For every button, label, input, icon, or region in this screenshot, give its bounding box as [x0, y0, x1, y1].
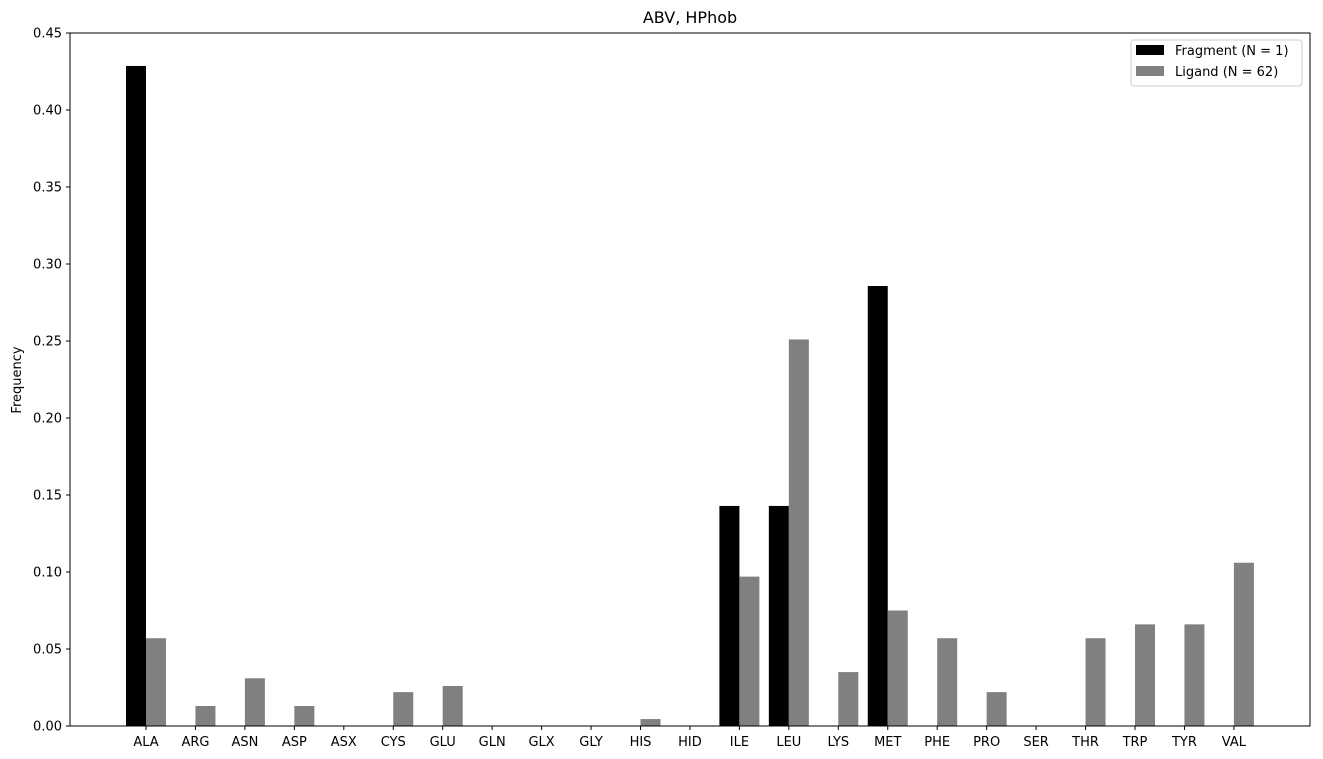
- x-tick-label: PRO: [973, 735, 1000, 750]
- y-axis-ticks: 0.00 0.05 0.10 0.15 0.20 0.25 0.30 0.35 0.40 0.45: [33, 27, 70, 735]
- bar-ligand-lys: [838, 672, 859, 726]
- bar-ligand-tyr: [1184, 624, 1205, 726]
- bar-ligand-ala: [146, 638, 166, 726]
- bar-ligand-asp: [294, 705, 315, 726]
- bar-ligand-met: [887, 610, 908, 726]
- x-tick-label: TRP: [1122, 735, 1148, 750]
- y-tick-label: 0.40: [33, 104, 62, 119]
- bar-fragment-met: [867, 286, 888, 726]
- x-axis-ticks: ALA ARG ASN ASP ASX CYS GLU GLN GLX GLY HIS HID ILE L…: [133, 726, 1247, 750]
- x-tick-label: HIS: [630, 735, 652, 750]
- x-tick-label: LEU: [776, 735, 801, 750]
- bar-fragment-ala: [126, 65, 146, 727]
- x-tick-label: GLN: [479, 735, 506, 750]
- bar-ligand-cys: [393, 692, 414, 726]
- bar-ligand-asn: [244, 678, 265, 726]
- x-tick-label: PHE: [924, 735, 950, 750]
- bar-ligand-ile: [739, 576, 760, 726]
- bar-ligand-leu: [788, 339, 809, 726]
- legend-swatch: [1136, 45, 1164, 55]
- y-tick-label: 0.30: [33, 258, 62, 273]
- y-tick-label: 0.10: [33, 566, 62, 581]
- x-tick-label: TYR: [1171, 735, 1197, 750]
- bar-ligand-arg: [195, 705, 216, 726]
- y-tick-label: 0.35: [33, 181, 62, 196]
- y-tick-label: 0.45: [33, 27, 62, 42]
- chart-title: ABV, HPhob: [643, 8, 737, 27]
- x-tick-label: ASX: [331, 735, 357, 750]
- bar-ligand-val: [1233, 562, 1254, 726]
- y-tick-label: 0.00: [33, 720, 62, 735]
- bar-fragment-leu: [768, 505, 789, 726]
- x-tick-label: ILE: [730, 735, 749, 750]
- x-tick-label: LYS: [827, 735, 849, 750]
- x-tick-label: ASN: [231, 735, 258, 750]
- legend: Fragment (N = 1) Ligand (N = 62): [1130, 39, 1303, 87]
- bar-ligand-pro: [986, 692, 1007, 726]
- x-tick-label: ARG: [181, 735, 209, 750]
- y-tick-label: 0.25: [33, 335, 62, 350]
- legend-swatch: [1136, 66, 1164, 76]
- x-tick-label: CYS: [381, 735, 406, 750]
- bar-fragment-ile: [719, 505, 740, 726]
- x-tick-label: SER: [1023, 735, 1049, 750]
- y-tick-label: 0.05: [33, 643, 62, 658]
- x-tick-label: MET: [874, 735, 901, 750]
- legend-box: [1130, 39, 1303, 87]
- y-tick-label: 0.20: [33, 412, 62, 427]
- x-tick-label: ASP: [282, 735, 307, 750]
- bar-ligand-phe: [937, 638, 958, 726]
- x-tick-label: THR: [1071, 735, 1099, 750]
- bar-ligand-glu: [442, 685, 463, 726]
- bar-ligand-his: [640, 719, 661, 726]
- x-tick-label: ALA: [133, 735, 158, 750]
- x-tick-label: GLX: [528, 735, 554, 750]
- x-tick-label: HID: [678, 735, 702, 750]
- x-tick-label: VAL: [1222, 735, 1247, 750]
- bar-ligand-trp: [1135, 624, 1155, 726]
- plot-area-frame: [69, 32, 1311, 727]
- legend-label: Ligand (N = 62): [1175, 65, 1278, 80]
- x-tick-label: GLU: [430, 735, 456, 750]
- y-tick-label: 0.15: [33, 489, 62, 504]
- y-axis-label: Frequency: [10, 346, 25, 413]
- legend-label: Fragment (N = 1): [1175, 44, 1289, 59]
- bar-ligand-thr: [1085, 638, 1106, 726]
- x-tick-label: GLY: [579, 735, 603, 750]
- bars-group: [126, 65, 1254, 727]
